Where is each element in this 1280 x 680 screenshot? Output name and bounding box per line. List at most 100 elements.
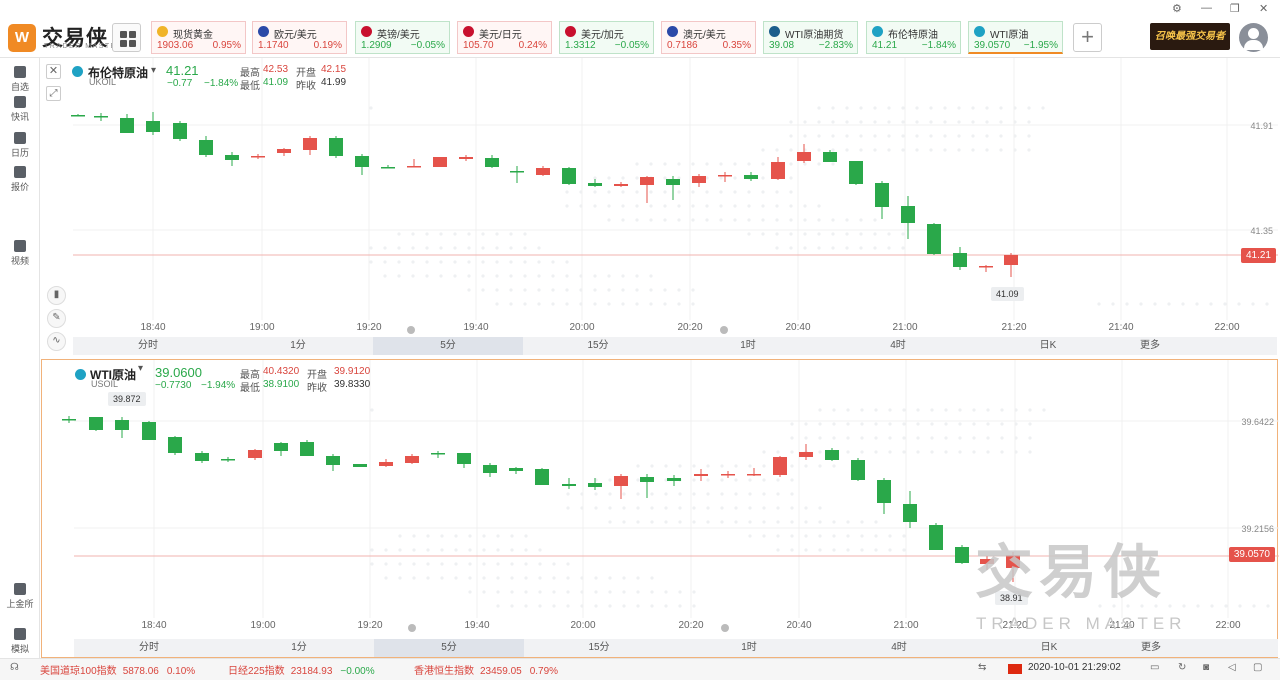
headset-icon[interactable]: ☊ [10,662,19,673]
refresh-icon[interactable]: ↻ [1178,662,1187,673]
period-tab[interactable]: 更多 [1140,340,1160,351]
symbol-name[interactable]: 布伦特原油 [88,66,149,80]
map-dot [999,148,1003,152]
period-tab[interactable]: 4时 [890,340,906,351]
x-tick-label: 20:20 [678,620,703,631]
sidebar-item[interactable]: 自选 [0,66,40,93]
ticker-card[interactable]: 欧元/美元 1.1740 0.19% [252,21,347,54]
map-dot [705,218,709,222]
map-dot [999,134,1003,138]
draw-pencil-icon[interactable]: ✎ [47,309,66,328]
period-tab[interactable]: 1分 [291,642,307,653]
index-ticker[interactable]: 美国道琼100指数 5878.06 0.10% [40,662,195,677]
symbol-name[interactable]: WTI原油 [90,368,136,382]
scroll-marker[interactable] [720,326,728,334]
ticker-card[interactable]: 布伦特原油 41.21 −1.84% [866,21,961,54]
map-dot [454,562,458,566]
sidebar-item[interactable]: 上金所 [0,583,40,610]
minimize-icon[interactable]: — [1201,2,1212,14]
map-dot [733,176,737,180]
map-dot [874,534,878,538]
close-panel-icon[interactable]: ✕ [46,64,61,79]
ticker-card[interactable]: 英镑/美元 1.2909 −0.05% [355,21,450,54]
index-name: 美国道琼100指数 [40,666,117,677]
settings-icon[interactable]: ⚙ [1172,3,1182,15]
period-tab[interactable]: 日K [1039,340,1057,351]
chat-icon[interactable]: ▢ [1253,662,1263,673]
map-dot [789,232,793,236]
sidebar-item[interactable]: 视频 [0,240,40,267]
candlestick-chart-brent[interactable]: 18:40 19:00 19:20 19:40 20:00 20:20 20:40 21:00… [41,58,1278,358]
x-tick-label: 19:40 [464,620,489,631]
ticker-change: −0.05% [614,40,649,51]
candle-body [94,116,108,118]
period-tab[interactable]: 5分 [374,639,524,657]
sidebar-item[interactable]: 快讯 [0,96,40,123]
candle-body [692,176,706,183]
restore-icon[interactable]: ❐ [1230,3,1240,15]
map-dot [593,176,597,180]
map-dot [425,274,429,278]
close-window-icon[interactable]: ✕ [1259,3,1269,15]
map-dot [635,162,639,166]
scroll-marker[interactable] [407,326,415,334]
period-tab[interactable]: 分时 [139,642,159,653]
period-tab[interactable]: 4时 [891,642,907,653]
last-price-tag: 41.21 [1240,248,1276,263]
period-tab[interactable]: 1时 [741,642,757,653]
promo-banner[interactable]: 召唤最强交易者 [1150,23,1230,50]
ticker-card[interactable]: WTI原油期货 39.08 −2.83% [763,21,858,54]
period-tab[interactable]: 15分 [588,642,610,653]
volume-icon[interactable]: ◁ [1228,662,1236,673]
map-dot [467,274,471,278]
period-tab[interactable]: 分时 [138,340,158,351]
sidebar-item[interactable]: 日历 [0,132,40,159]
add-ticker-button[interactable]: + [1073,23,1102,52]
window-icon[interactable]: ▭ [1150,662,1160,673]
index-ticker[interactable]: 香港恒生指数 23459.05 0.79% [414,662,558,677]
indicator-icon[interactable]: ▮ [47,286,66,305]
map-dot [482,562,486,566]
symbol-dropdown-icon[interactable]: ▾ [138,363,144,374]
map-dot [691,302,695,306]
index-ticker[interactable]: 日经225指数 23184.93 −0.00% [228,662,375,677]
map-dot [565,274,569,278]
period-tab[interactable]: 更多 [1141,642,1161,653]
layout-grid-button[interactable] [112,23,141,52]
ticker-card[interactable]: 现货黄金 1903.06 0.95% [151,21,246,54]
map-dot [733,218,737,222]
map-dot [930,422,934,426]
period-tab[interactable]: 1分 [290,340,306,351]
map-dot [692,506,696,510]
period-tab[interactable]: 15分 [587,340,609,351]
period-tab[interactable]: 日K [1040,642,1058,653]
period-tab[interactable]: 5分 [373,337,523,355]
camera-icon[interactable]: ◙ [1203,662,1210,673]
scroll-marker[interactable] [721,624,729,632]
symbol-dropdown-icon[interactable]: ▾ [151,65,157,76]
ticker-card[interactable]: 澳元/美元 0.7186 0.35% [661,21,756,54]
sidebar-item[interactable]: 报价 [0,166,40,193]
user-avatar[interactable] [1239,23,1268,52]
map-dot [523,260,527,264]
sidebar-item[interactable]: 模拟 [0,628,40,655]
scroll-marker[interactable] [408,624,416,632]
map-dot [481,260,485,264]
map-dot [874,520,878,524]
candlestick-chart-wti[interactable]: 18:40 19:00 19:20 19:40 20:00 20:20 20:40 21:00… [42,360,1279,659]
ticker-card[interactable]: 美元/日元 105.70 0.24% [457,21,552,54]
translate-icon[interactable]: ⇆ [978,662,987,673]
map-dot [1028,450,1032,454]
expand-panel-icon[interactable]: ⤢ [46,86,61,101]
candle-body [773,457,787,475]
ticker-card[interactable]: WTI原油 39.0570 −1.95% [968,21,1063,54]
line-tool-icon[interactable]: ∿ [47,332,66,351]
map-dot [916,450,920,454]
map-dot [1182,604,1186,608]
map-dot [719,162,723,166]
map-dot [650,604,654,608]
period-tab[interactable]: 1时 [740,340,756,351]
ticker-card[interactable]: 美元/加元 1.3312 −0.05% [559,21,654,54]
map-dot [692,464,696,468]
map-dot [426,548,430,552]
